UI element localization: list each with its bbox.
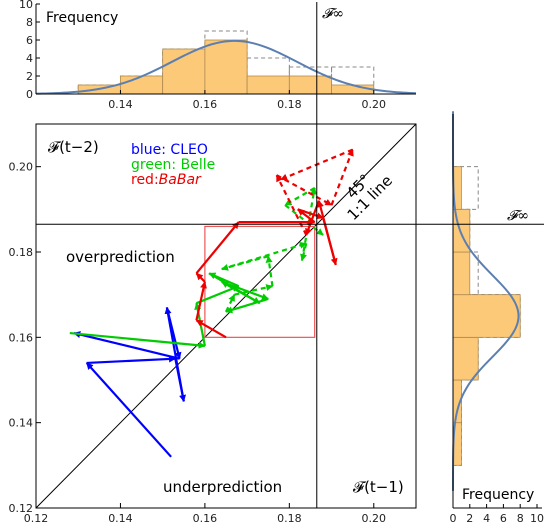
top-x-tick-label: 0.18 <box>277 98 302 111</box>
top-bar <box>247 76 289 94</box>
arrow-cleo-solid <box>87 359 176 363</box>
right-x-tick-label: 10 <box>530 512 544 525</box>
right-x-tick-label: 0 <box>450 512 457 525</box>
legend-babar: red:BaBar <box>131 172 202 188</box>
underprediction-label: underprediction <box>163 478 282 496</box>
main-x-tick-label: 0.14 <box>108 512 133 525</box>
arrow-series <box>70 150 353 457</box>
right-bar <box>453 252 470 295</box>
arrow-cleo-solid <box>74 333 180 359</box>
top-histogram-bars <box>78 40 374 94</box>
x-axis-label: 𝓕(t−1) <box>353 478 404 496</box>
legend-babar-prefix: red: <box>131 172 159 188</box>
main-x-tick-label: 0.18 <box>277 512 302 525</box>
arrow-belle-solid <box>70 333 205 346</box>
legend-cleo: blue: CLEO <box>131 142 208 158</box>
top-y-tick-label: 0 <box>26 88 33 101</box>
y-axis-label: 𝓕(t−2) <box>48 138 99 156</box>
right-bar <box>453 295 520 338</box>
top-y-ticks: 0 2 4 6 8 10 <box>19 0 40 101</box>
top-y-tick-label: 10 <box>19 0 33 11</box>
top-y-tick-label: 2 <box>26 70 33 83</box>
right-frequency-label: Frequency <box>462 487 534 503</box>
legend-babar-name: BaBar <box>159 172 202 188</box>
legend-belle: green: Belle <box>131 157 215 173</box>
top-y-tick-label: 8 <box>26 16 33 29</box>
arrow-cleo-solid <box>167 307 180 358</box>
f-infinity-label-right: 𝓕∞ <box>507 208 529 224</box>
top-frequency-label: Frequency <box>46 10 118 26</box>
right-x-tick-label: 6 <box>500 512 507 525</box>
main-x-tick-label: 0.16 <box>193 512 218 525</box>
main-y-tick-label: 0.20 <box>9 161 34 174</box>
top-bar <box>332 85 374 94</box>
right-x-tick-label: 2 <box>466 512 473 525</box>
top-bar <box>289 76 331 94</box>
main-x-tick-label: 0.20 <box>362 512 387 525</box>
main-y-tick-label: 0.12 <box>9 502 34 515</box>
top-x-tick-label: 0.14 <box>108 98 133 111</box>
f-infinity-label-top: 𝓕∞ <box>322 6 344 22</box>
top-y-tick-label: 4 <box>26 52 33 65</box>
top-bar <box>120 76 162 94</box>
arrow-babar-solid <box>298 209 323 218</box>
right-bar <box>453 337 478 380</box>
right-x-tick-label: 8 <box>517 512 524 525</box>
main-y-tick-label: 0.14 <box>9 417 34 430</box>
right-x-ticks: 0 2 4 6 8 10 <box>450 504 545 525</box>
diagonal-annotation: 45° 1:1 line <box>332 160 396 224</box>
top-x-tick-label: 0.16 <box>193 98 218 111</box>
arrow-babar-solid <box>196 273 204 282</box>
right-histogram: 0 2 4 6 8 10 Frequency <box>450 111 545 525</box>
top-y-tick-label: 6 <box>26 34 33 47</box>
top-bar <box>205 40 247 94</box>
right-x-tick-label: 4 <box>483 512 490 525</box>
main-x-ticks: 0.12 0.14 0.16 0.18 0.20 <box>24 503 386 525</box>
arrow-belle-dashed <box>222 243 306 269</box>
overprediction-label: overprediction <box>66 248 175 266</box>
arrow-cleo-solid <box>87 363 171 457</box>
main-plot: 0.12 0.14 0.16 0.18 0.20 0.120.140.160.180.2… <box>9 124 417 525</box>
top-histogram: 0.14 0.16 0.18 0.20 0 2 4 6 8 10 Frequency <box>19 0 416 111</box>
top-x-tick-label: 0.20 <box>362 98 387 111</box>
main-y-tick-label: 0.16 <box>9 331 34 344</box>
main-y-tick-label: 0.18 <box>9 246 34 259</box>
